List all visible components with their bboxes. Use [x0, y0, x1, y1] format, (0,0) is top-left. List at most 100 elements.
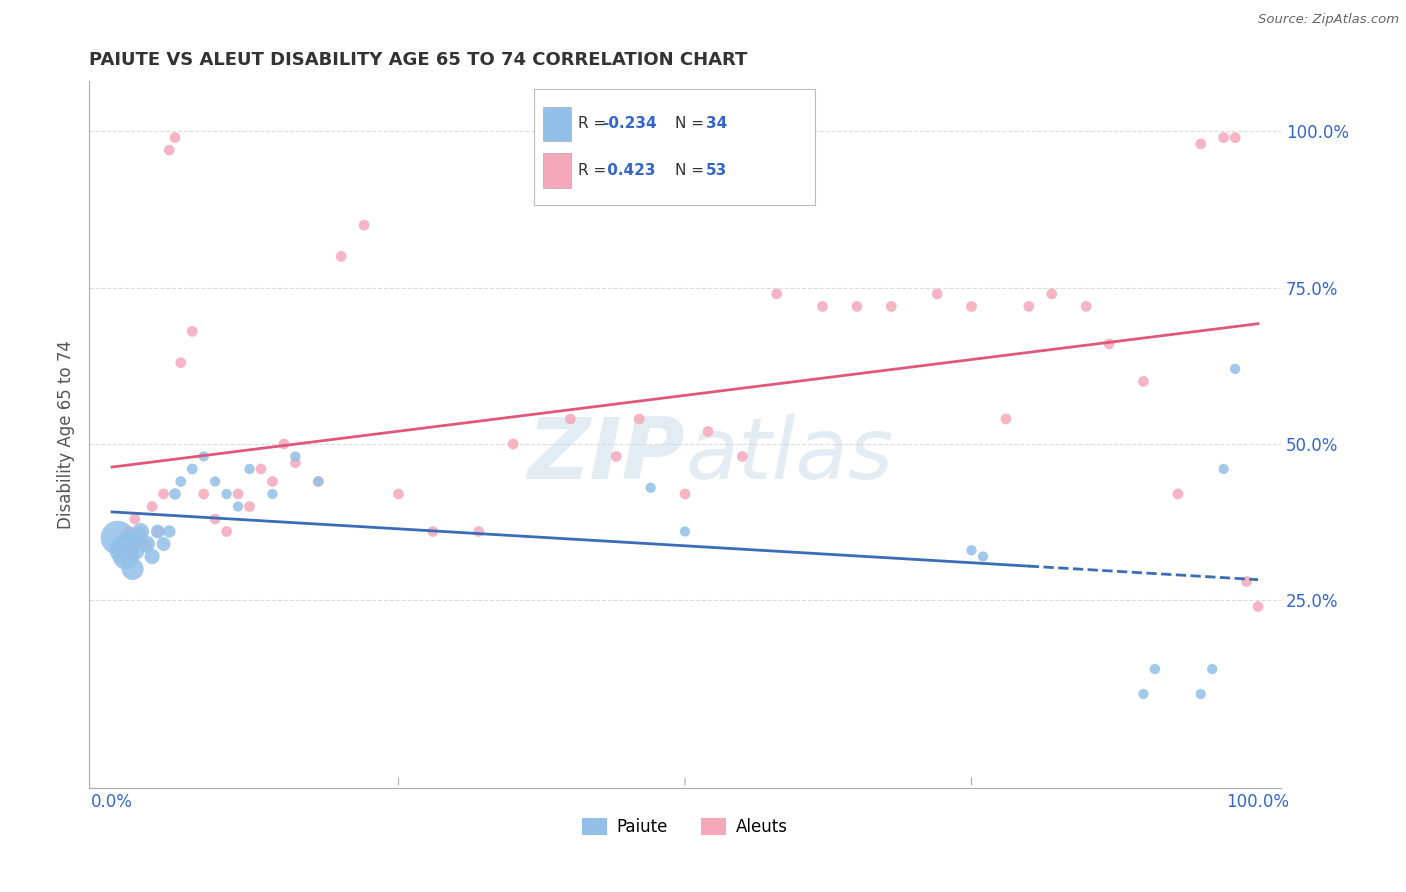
Point — [226, 487, 249, 501]
Point — [157, 524, 180, 539]
Point — [135, 537, 157, 551]
Point — [238, 462, 260, 476]
Text: PAIUTE VS ALEUT DISABILITY AGE 65 TO 74 CORRELATION CHART: PAIUTE VS ALEUT DISABILITY AGE 65 TO 74 … — [89, 51, 748, 69]
Point — [1223, 130, 1246, 145]
Point — [284, 450, 307, 464]
Point — [811, 300, 834, 314]
Text: N =: N = — [675, 163, 709, 178]
Point — [1223, 362, 1246, 376]
Point — [112, 543, 135, 558]
Point — [129, 524, 152, 539]
Point — [250, 462, 273, 476]
Point — [152, 487, 174, 501]
Point — [1018, 300, 1040, 314]
Point — [204, 475, 226, 489]
Point — [135, 537, 157, 551]
Point — [141, 500, 163, 514]
Text: atlas: atlas — [685, 414, 893, 497]
Point — [697, 425, 720, 439]
Point — [330, 249, 353, 263]
Point — [640, 481, 662, 495]
Point — [141, 549, 163, 564]
Point — [307, 475, 329, 489]
Point — [262, 475, 284, 489]
Point — [114, 549, 136, 564]
Point — [226, 500, 249, 514]
Point — [1167, 487, 1189, 501]
Text: 53: 53 — [706, 163, 727, 178]
Point — [112, 531, 135, 545]
Point — [163, 130, 186, 145]
Point — [467, 524, 489, 539]
Legend: Paiute, Aleuts: Paiute, Aleuts — [575, 812, 794, 843]
Point — [673, 487, 696, 501]
Point — [107, 531, 129, 545]
Bar — [543, 106, 571, 141]
Point — [960, 543, 983, 558]
Point — [124, 512, 146, 526]
Point — [215, 487, 238, 501]
Point — [146, 524, 169, 539]
Point — [927, 287, 949, 301]
Text: R =: R = — [578, 117, 612, 131]
Point — [1189, 136, 1212, 151]
Point — [1236, 574, 1258, 589]
Point — [121, 562, 143, 576]
Point — [1132, 687, 1154, 701]
Point — [560, 412, 582, 426]
Point — [960, 300, 983, 314]
Text: 34: 34 — [706, 117, 727, 131]
Point — [994, 412, 1017, 426]
Point — [129, 524, 152, 539]
Point — [238, 500, 260, 514]
Text: ZIP: ZIP — [527, 414, 685, 497]
Point — [181, 462, 204, 476]
Point — [262, 487, 284, 501]
Point — [502, 437, 524, 451]
Point — [124, 543, 146, 558]
Point — [1212, 462, 1234, 476]
Point — [127, 531, 149, 545]
Point — [422, 524, 444, 539]
Point — [845, 300, 868, 314]
Point — [170, 356, 193, 370]
Point — [765, 287, 787, 301]
Point — [1074, 300, 1097, 314]
Point — [157, 143, 180, 157]
Point — [731, 450, 754, 464]
Point — [193, 450, 215, 464]
Point — [146, 524, 169, 539]
Point — [152, 537, 174, 551]
Point — [163, 487, 186, 501]
Point — [972, 549, 994, 564]
Point — [307, 475, 329, 489]
Point — [673, 524, 696, 539]
Text: -0.234: -0.234 — [602, 117, 657, 131]
Point — [387, 487, 409, 501]
Point — [1247, 599, 1270, 614]
Bar — [543, 153, 571, 188]
Point — [181, 325, 204, 339]
Text: R =: R = — [578, 163, 612, 178]
Point — [880, 300, 903, 314]
Point — [170, 475, 193, 489]
Point — [628, 412, 651, 426]
Y-axis label: Disability Age 65 to 74: Disability Age 65 to 74 — [58, 340, 75, 529]
Point — [204, 512, 226, 526]
Point — [1189, 687, 1212, 701]
Point — [1040, 287, 1063, 301]
Point — [1098, 337, 1121, 351]
Point — [1201, 662, 1223, 676]
Text: N =: N = — [675, 117, 709, 131]
Point — [353, 218, 375, 232]
Point — [118, 537, 141, 551]
Point — [193, 487, 215, 501]
Text: Source: ZipAtlas.com: Source: ZipAtlas.com — [1258, 13, 1399, 27]
Point — [107, 543, 129, 558]
Point — [1143, 662, 1166, 676]
Point — [1132, 375, 1154, 389]
Point — [215, 524, 238, 539]
Point — [1212, 130, 1234, 145]
Point — [605, 450, 627, 464]
Point — [284, 456, 307, 470]
